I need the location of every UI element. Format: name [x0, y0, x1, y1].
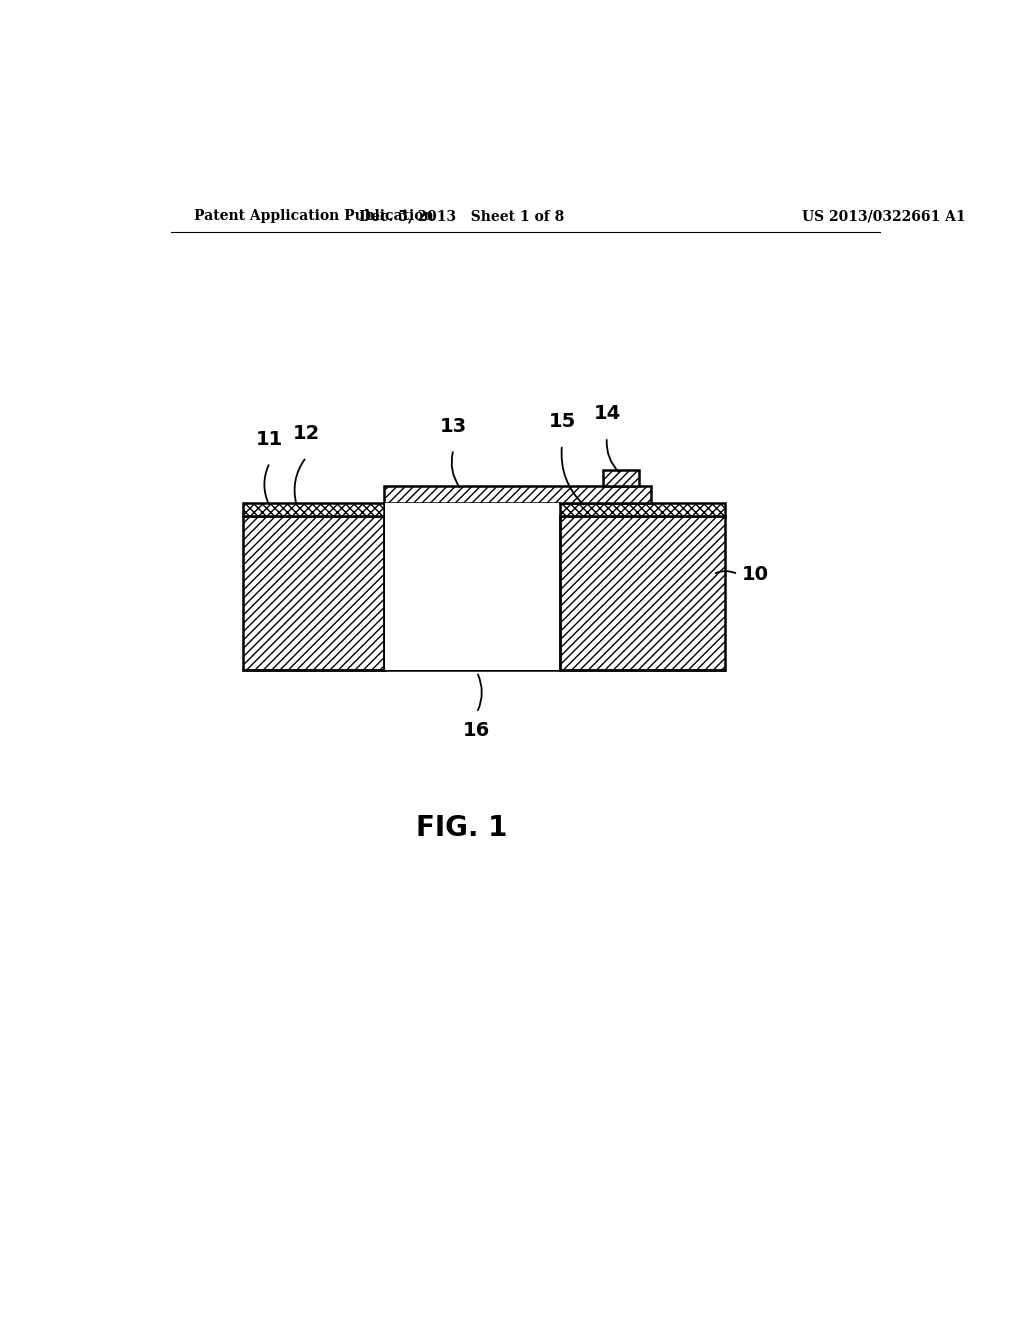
Text: 10: 10	[741, 565, 769, 583]
Text: 11: 11	[256, 430, 284, 449]
Text: 12: 12	[293, 424, 319, 444]
Text: US 2013/0322661 A1: US 2013/0322661 A1	[802, 209, 966, 223]
Bar	[560, 516, 725, 671]
Text: Dec. 5, 2013   Sheet 1 of 8: Dec. 5, 2013 Sheet 1 of 8	[358, 209, 564, 223]
Bar	[385, 503, 559, 669]
Bar	[243, 503, 384, 516]
Bar	[243, 516, 384, 671]
Text: 14: 14	[593, 404, 621, 424]
Bar	[560, 503, 725, 516]
Text: FIG. 1: FIG. 1	[416, 814, 507, 842]
Text: 16: 16	[463, 721, 490, 739]
Bar	[603, 470, 639, 486]
Bar	[384, 486, 651, 503]
Text: Patent Application Publication: Patent Application Publication	[194, 209, 433, 223]
Text: 13: 13	[440, 417, 467, 436]
Text: 15: 15	[549, 412, 575, 430]
